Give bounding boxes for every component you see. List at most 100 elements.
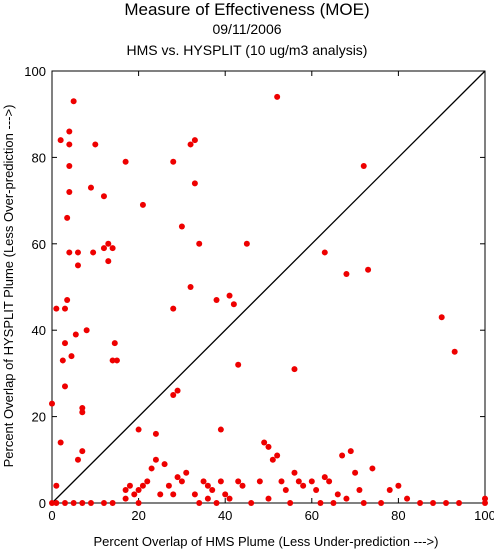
data-point	[105, 240, 112, 247]
data-point	[213, 296, 220, 303]
data-point	[139, 482, 146, 489]
data-point	[187, 284, 194, 290]
data-point	[330, 500, 337, 506]
data-point	[152, 456, 159, 463]
data-point	[53, 482, 60, 489]
data-point	[291, 469, 298, 476]
data-point	[66, 141, 73, 148]
data-point	[313, 487, 320, 494]
data-point	[209, 487, 216, 494]
data-point	[274, 452, 281, 459]
data-point	[79, 448, 86, 455]
chart-date: 09/11/2006	[212, 21, 282, 37]
data-point	[59, 357, 66, 364]
data-point	[269, 456, 276, 463]
data-point	[83, 327, 90, 334]
data-point	[74, 262, 81, 269]
data-point	[317, 500, 324, 506]
data-point	[161, 461, 168, 468]
data-point	[321, 249, 328, 256]
data-point	[87, 184, 94, 191]
data-point	[57, 439, 64, 446]
data-point	[369, 465, 376, 472]
data-point	[196, 500, 203, 506]
data-point	[170, 305, 177, 312]
data-point	[365, 266, 372, 273]
data-point	[222, 491, 229, 498]
data-point	[122, 495, 129, 502]
data-point	[386, 487, 393, 494]
data-point	[308, 478, 315, 485]
data-point	[53, 500, 60, 506]
axes	[51, 70, 486, 504]
data-point	[482, 495, 488, 502]
data-point	[109, 245, 116, 252]
data-point	[170, 491, 177, 498]
data-point	[256, 478, 263, 485]
data-point	[64, 296, 71, 303]
data-point	[139, 201, 146, 208]
data-point	[356, 487, 363, 494]
chart-title: Measure of Effectiveness (MOE)	[124, 0, 370, 19]
data-point	[339, 452, 346, 459]
data-point	[174, 387, 181, 394]
y-tick-label: 40	[32, 323, 46, 338]
x-tick-label: 40	[218, 508, 232, 523]
data-point	[122, 158, 129, 165]
data-point	[109, 357, 116, 364]
data-point	[321, 474, 328, 481]
data-point	[178, 223, 185, 230]
y-tick-label: 100	[24, 64, 46, 79]
data-point	[79, 500, 86, 506]
data-point	[61, 383, 68, 390]
data-point	[282, 487, 289, 494]
data-point	[53, 305, 60, 312]
data-point	[278, 478, 285, 485]
data-point	[90, 249, 97, 256]
data-point	[261, 439, 268, 446]
data-point	[456, 500, 463, 506]
y-tick-label: 0	[39, 496, 46, 511]
data-point	[443, 500, 450, 506]
data-point	[235, 361, 242, 368]
x-tick-label: 100	[474, 508, 494, 523]
data-point	[291, 366, 298, 373]
data-point	[70, 98, 77, 105]
data-point	[113, 357, 120, 364]
y-tick-label: 60	[32, 237, 46, 252]
data-point	[226, 292, 233, 299]
data-point	[122, 487, 129, 494]
data-point	[196, 240, 203, 247]
data-point	[248, 500, 255, 506]
data-point	[61, 340, 68, 347]
data-point	[144, 478, 151, 485]
data-point	[265, 443, 272, 450]
x-axis-label: Percent Overlap of HMS Plume (Less Under…	[94, 534, 439, 549]
data-point	[243, 240, 250, 247]
data-point	[204, 482, 211, 489]
data-point	[70, 500, 77, 506]
reference-diagonal-line	[51, 70, 486, 504]
data-point	[265, 495, 272, 502]
data-point	[170, 158, 177, 165]
data-point	[174, 474, 181, 481]
data-point	[334, 491, 341, 498]
data-point	[170, 392, 177, 398]
data-point	[68, 353, 75, 360]
data-point	[109, 500, 116, 506]
data-point	[183, 469, 190, 476]
data-point	[66, 249, 73, 256]
x-tick-label: 0	[48, 508, 55, 523]
data-point	[49, 500, 55, 506]
data-point	[404, 495, 411, 502]
data-point	[74, 249, 81, 256]
data-point	[148, 465, 155, 472]
data-point	[66, 188, 73, 195]
y-tick-label: 20	[32, 410, 46, 425]
plot-frame	[51, 70, 486, 504]
data-point	[438, 314, 445, 321]
data-point	[131, 491, 138, 498]
data-point	[213, 500, 220, 506]
data-point	[200, 478, 207, 485]
